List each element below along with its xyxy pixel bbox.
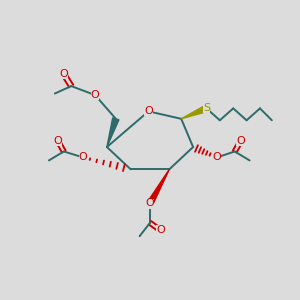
Text: O: O bbox=[91, 90, 99, 100]
Text: S: S bbox=[203, 103, 210, 113]
Text: O: O bbox=[144, 106, 153, 116]
Text: O: O bbox=[59, 69, 68, 79]
Text: O: O bbox=[156, 225, 165, 235]
Text: O: O bbox=[146, 199, 154, 208]
Polygon shape bbox=[147, 169, 169, 205]
Text: O: O bbox=[236, 136, 245, 146]
Polygon shape bbox=[107, 118, 119, 147]
Text: O: O bbox=[79, 152, 88, 162]
Text: O: O bbox=[53, 136, 62, 146]
Polygon shape bbox=[181, 105, 208, 119]
Text: O: O bbox=[212, 152, 221, 162]
